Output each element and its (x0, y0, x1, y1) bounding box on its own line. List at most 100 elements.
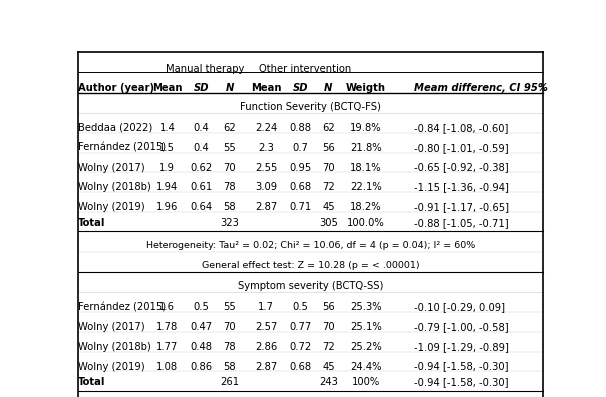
Text: Weigth: Weigth (346, 83, 386, 93)
Text: 1.94: 1.94 (156, 182, 178, 193)
Text: 62: 62 (322, 123, 335, 133)
Text: 1.77: 1.77 (156, 342, 179, 352)
Text: 24.4%: 24.4% (350, 362, 382, 372)
Text: 2.87: 2.87 (255, 202, 277, 212)
Text: 2.57: 2.57 (255, 322, 277, 332)
Text: 72: 72 (322, 342, 335, 352)
Text: 70: 70 (322, 322, 335, 332)
Text: Total: Total (78, 218, 105, 227)
Text: Wolny (2017): Wolny (2017) (78, 322, 145, 332)
Text: -0.94 [-1.58, -0.30]: -0.94 [-1.58, -0.30] (414, 377, 508, 387)
Text: -0.79 [-1.00, -0.58]: -0.79 [-1.00, -0.58] (414, 322, 508, 332)
Text: Author (year): Author (year) (78, 83, 154, 93)
Text: 18.1%: 18.1% (350, 163, 382, 173)
Text: 0.61: 0.61 (190, 182, 213, 193)
Text: 1.6: 1.6 (159, 302, 175, 312)
Text: 2.24: 2.24 (255, 123, 277, 133)
Text: 70: 70 (224, 163, 236, 173)
Text: 0.5: 0.5 (194, 302, 210, 312)
Text: N: N (324, 83, 333, 93)
Text: 0.95: 0.95 (289, 163, 311, 173)
Text: -0.84 [-1.08, -0.60]: -0.84 [-1.08, -0.60] (414, 123, 508, 133)
Text: 78: 78 (224, 342, 236, 352)
Text: 0.88: 0.88 (289, 123, 311, 133)
Text: Wolny (2019): Wolny (2019) (78, 362, 145, 372)
Text: 25.3%: 25.3% (350, 302, 382, 312)
Text: 0.86: 0.86 (190, 362, 213, 372)
Text: 0.68: 0.68 (289, 182, 311, 193)
Text: 21.8%: 21.8% (350, 143, 382, 153)
Text: 2.55: 2.55 (255, 163, 277, 173)
Text: 0.48: 0.48 (191, 342, 213, 352)
Text: 1.96: 1.96 (156, 202, 179, 212)
Text: 2.87: 2.87 (255, 362, 277, 372)
Text: Other intervention: Other intervention (259, 64, 351, 73)
Text: 0.47: 0.47 (190, 322, 213, 332)
Text: 56: 56 (322, 143, 335, 153)
Text: 3.09: 3.09 (255, 182, 277, 193)
Text: 0.77: 0.77 (289, 322, 311, 332)
Text: 1.08: 1.08 (156, 362, 178, 372)
Text: 58: 58 (224, 202, 236, 212)
Text: 0.4: 0.4 (194, 123, 210, 133)
Text: 45: 45 (322, 362, 335, 372)
Text: 261: 261 (220, 377, 239, 387)
Text: 19.8%: 19.8% (350, 123, 382, 133)
Text: -0.88 [-1.05, -0.71]: -0.88 [-1.05, -0.71] (414, 218, 508, 227)
Text: SD: SD (194, 83, 209, 93)
Text: 0.62: 0.62 (190, 163, 213, 173)
Text: 2.86: 2.86 (255, 342, 277, 352)
Text: -0.10 [-0.29, 0.09]: -0.10 [-0.29, 0.09] (414, 302, 505, 312)
Text: -1.15 [-1.36, -0.94]: -1.15 [-1.36, -0.94] (414, 182, 509, 193)
Text: 70: 70 (322, 163, 335, 173)
Text: Symptom severity (BCTQ-SS): Symptom severity (BCTQ-SS) (238, 281, 383, 291)
Text: 1.78: 1.78 (156, 322, 178, 332)
Text: 62: 62 (224, 123, 236, 133)
Text: -0.91 [-1.17, -0.65]: -0.91 [-1.17, -0.65] (414, 202, 509, 212)
Text: Beddaa (2022): Beddaa (2022) (78, 123, 152, 133)
Text: 72: 72 (322, 182, 335, 193)
Text: 1.4: 1.4 (159, 123, 175, 133)
Text: Function Severity (BCTQ-FS): Function Severity (BCTQ-FS) (240, 102, 381, 112)
Text: 305: 305 (319, 218, 338, 227)
Text: 18.2%: 18.2% (350, 202, 382, 212)
Text: 45: 45 (322, 202, 335, 212)
Text: 0.68: 0.68 (289, 362, 311, 372)
Text: 100.0%: 100.0% (347, 218, 385, 227)
Text: Mean: Mean (251, 83, 281, 93)
Text: SD: SD (293, 83, 308, 93)
Text: 0.64: 0.64 (190, 202, 213, 212)
Text: Meam differenc, CI 95%: Meam differenc, CI 95% (414, 83, 548, 93)
Text: Wolny (2018b): Wolny (2018b) (78, 182, 151, 193)
Text: General effect test: Z = 10.28 (p = < .00001): General effect test: Z = 10.28 (p = < .0… (202, 262, 419, 270)
Text: 22.1%: 22.1% (350, 182, 382, 193)
Text: -0.94 [-1.58, -0.30]: -0.94 [-1.58, -0.30] (414, 362, 508, 372)
Text: 323: 323 (221, 218, 239, 227)
Text: -0.65 [-0.92, -0.38]: -0.65 [-0.92, -0.38] (414, 163, 508, 173)
Text: 0.71: 0.71 (289, 202, 311, 212)
Text: Fernández (2015): Fernández (2015) (78, 302, 166, 312)
Text: 0.4: 0.4 (194, 143, 210, 153)
Text: 70: 70 (224, 322, 236, 332)
Text: 55: 55 (224, 143, 236, 153)
Text: 0.72: 0.72 (289, 342, 311, 352)
Text: 25.2%: 25.2% (350, 342, 382, 352)
Text: Heterogeneity: Tau² = 0.02; Chi² = 10.06, df = 4 (p = 0.04); I² = 60%: Heterogeneity: Tau² = 0.02; Chi² = 10.06… (146, 241, 475, 250)
Text: N: N (225, 83, 234, 93)
Text: 2.3: 2.3 (258, 143, 274, 153)
Text: 58: 58 (224, 362, 236, 372)
Text: Fernández (2015): Fernández (2015) (78, 143, 166, 153)
Text: 56: 56 (322, 302, 335, 312)
Text: 100%: 100% (352, 377, 380, 387)
Text: -0.80 [-1.01, -0.59]: -0.80 [-1.01, -0.59] (414, 143, 508, 153)
Text: 25.1%: 25.1% (350, 322, 382, 332)
Text: 78: 78 (224, 182, 236, 193)
Text: 1.5: 1.5 (159, 143, 175, 153)
Text: Wolny (2018b): Wolny (2018b) (78, 342, 151, 352)
Text: Wolny (2017): Wolny (2017) (78, 163, 145, 173)
Text: 0.5: 0.5 (292, 302, 308, 312)
Text: 0.7: 0.7 (292, 143, 308, 153)
Text: 55: 55 (224, 302, 236, 312)
Text: Total: Total (78, 377, 105, 387)
Text: Wolny (2019): Wolny (2019) (78, 202, 145, 212)
